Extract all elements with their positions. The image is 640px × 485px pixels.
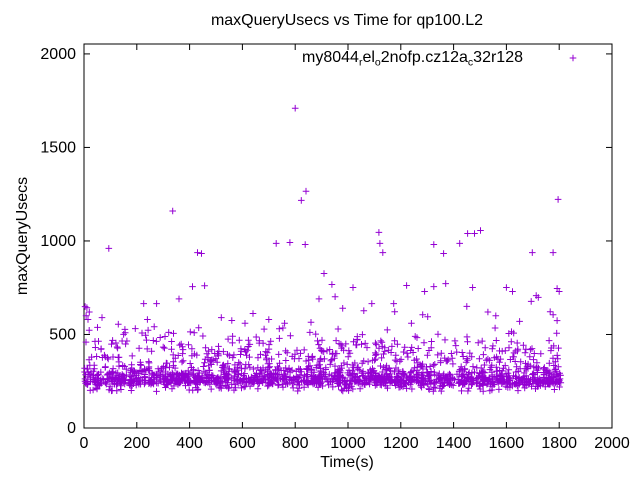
scatter-points — [81, 104, 565, 395]
data-point-markers — [81, 104, 565, 395]
x-tick-label: 200 — [123, 435, 150, 452]
x-tick-label: 800 — [282, 435, 309, 452]
y-tick-label: 0 — [67, 420, 76, 437]
legend-plus-marker — [569, 54, 577, 62]
axis-ticks: 0 200 400 600 800 1000 1200 1400 1600 1800 2000 0 50… — [40, 44, 630, 452]
x-tick-label: 1400 — [436, 435, 472, 452]
x-tick-label: 1000 — [330, 435, 366, 452]
x-tick-label: 600 — [229, 435, 256, 452]
chart-title: maxQueryUsecs vs Time for qp100.L2 — [211, 12, 483, 29]
x-tick-label: 1800 — [541, 435, 577, 452]
y-tick-label: 1000 — [40, 233, 76, 250]
x-tick-label: 0 — [80, 435, 89, 452]
x-axis-label: Time(s) — [320, 454, 374, 471]
legend: my8044relo2nofp.cz12ac32r128 — [302, 49, 577, 69]
legend-series-label: my8044relo2nofp.cz12ac32r128 — [302, 49, 523, 69]
x-tick-label: 400 — [176, 435, 203, 452]
x-tick-label: 1600 — [489, 435, 525, 452]
y-axis-label: maxQueryUsecs — [14, 177, 31, 295]
x-tick-label: 1200 — [383, 435, 419, 452]
y-tick-label: 500 — [49, 326, 76, 343]
y-tick-label: 1500 — [40, 139, 76, 156]
y-tick-label: 2000 — [40, 46, 76, 63]
x-tick-label: 2000 — [594, 435, 630, 452]
